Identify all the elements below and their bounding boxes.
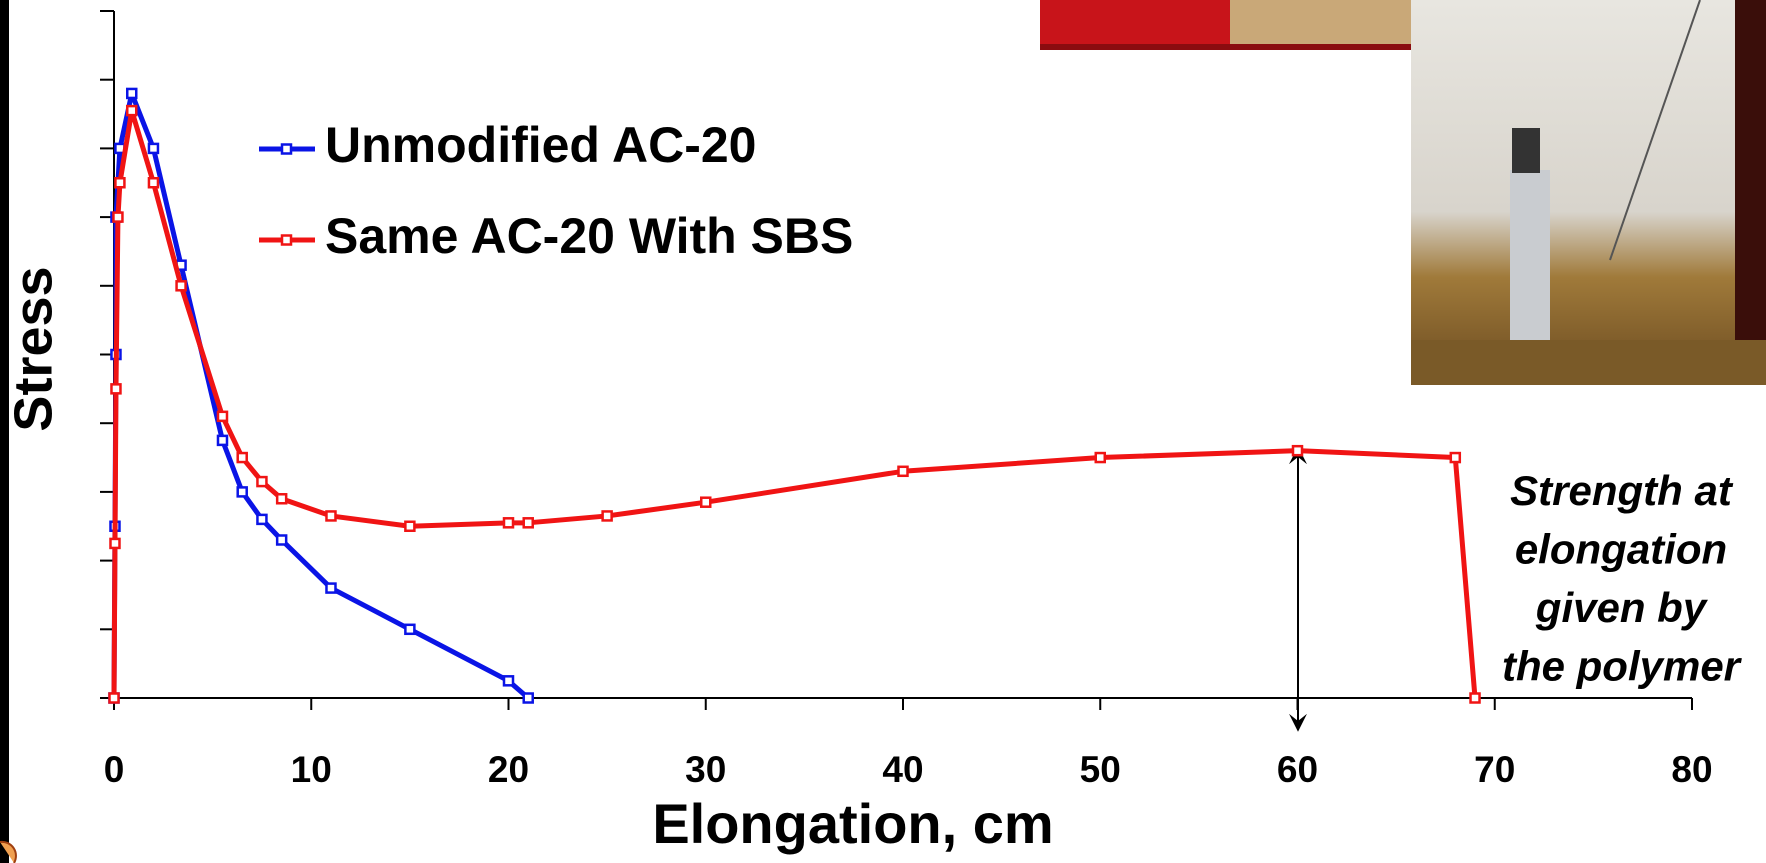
x-tick-label: 0 <box>104 749 125 790</box>
data-point <box>236 451 248 464</box>
data-point <box>275 534 288 546</box>
data-point <box>275 493 288 505</box>
data-point <box>1449 451 1462 464</box>
data-point <box>236 486 248 498</box>
x-tick-label: 50 <box>1080 749 1121 790</box>
x-axis-label: Elongation, cm <box>652 792 1053 855</box>
data-point <box>126 104 138 117</box>
series-line <box>111 90 530 700</box>
x-tick-label: 20 <box>488 749 529 790</box>
data-point <box>522 692 534 704</box>
data-point <box>1094 451 1106 464</box>
data-point <box>325 582 337 594</box>
data-point <box>325 510 337 522</box>
data-point <box>126 87 138 100</box>
legend-label: Unmodified AC-20 <box>325 117 757 173</box>
legend-marker <box>280 143 293 155</box>
data-point <box>147 142 160 155</box>
series-line <box>111 108 1478 699</box>
left-edge <box>0 0 9 863</box>
data-point <box>256 513 268 526</box>
data-point <box>700 496 712 508</box>
x-tick-label: 10 <box>291 749 332 790</box>
annotation: the polymer <box>1502 643 1743 690</box>
data-point <box>502 675 515 687</box>
x-tick-label: 30 <box>685 749 726 790</box>
data-point <box>216 410 229 423</box>
annotation: given by <box>1535 584 1709 631</box>
data-point <box>108 692 120 704</box>
photo-apparatus <box>1411 0 1766 385</box>
annotation: elongation <box>1515 526 1727 573</box>
annotation: Strength at <box>1510 467 1734 514</box>
data-point <box>114 177 126 189</box>
x-tick-label: 60 <box>1277 749 1318 790</box>
corner-badge <box>0 840 17 863</box>
data-point <box>897 465 909 478</box>
x-tick-label: 80 <box>1671 749 1712 790</box>
data-point <box>404 623 416 636</box>
data-point <box>112 211 124 223</box>
legend-label: Same AC-20 With SBS <box>325 208 853 264</box>
data-point <box>1291 444 1304 457</box>
data-point <box>110 383 122 395</box>
data-point <box>109 537 121 550</box>
x-tick-label: 70 <box>1474 749 1515 790</box>
data-point <box>256 475 268 488</box>
data-point <box>147 177 160 189</box>
data-point <box>522 517 534 529</box>
y-axis-label: Stress <box>3 266 63 431</box>
data-point <box>216 434 229 447</box>
x-tick-label: 40 <box>882 749 923 790</box>
data-point <box>502 517 515 529</box>
legend-marker <box>280 234 293 246</box>
data-point <box>1469 692 1481 704</box>
data-point <box>404 520 416 532</box>
data-point <box>175 280 187 292</box>
data-point <box>601 510 613 522</box>
